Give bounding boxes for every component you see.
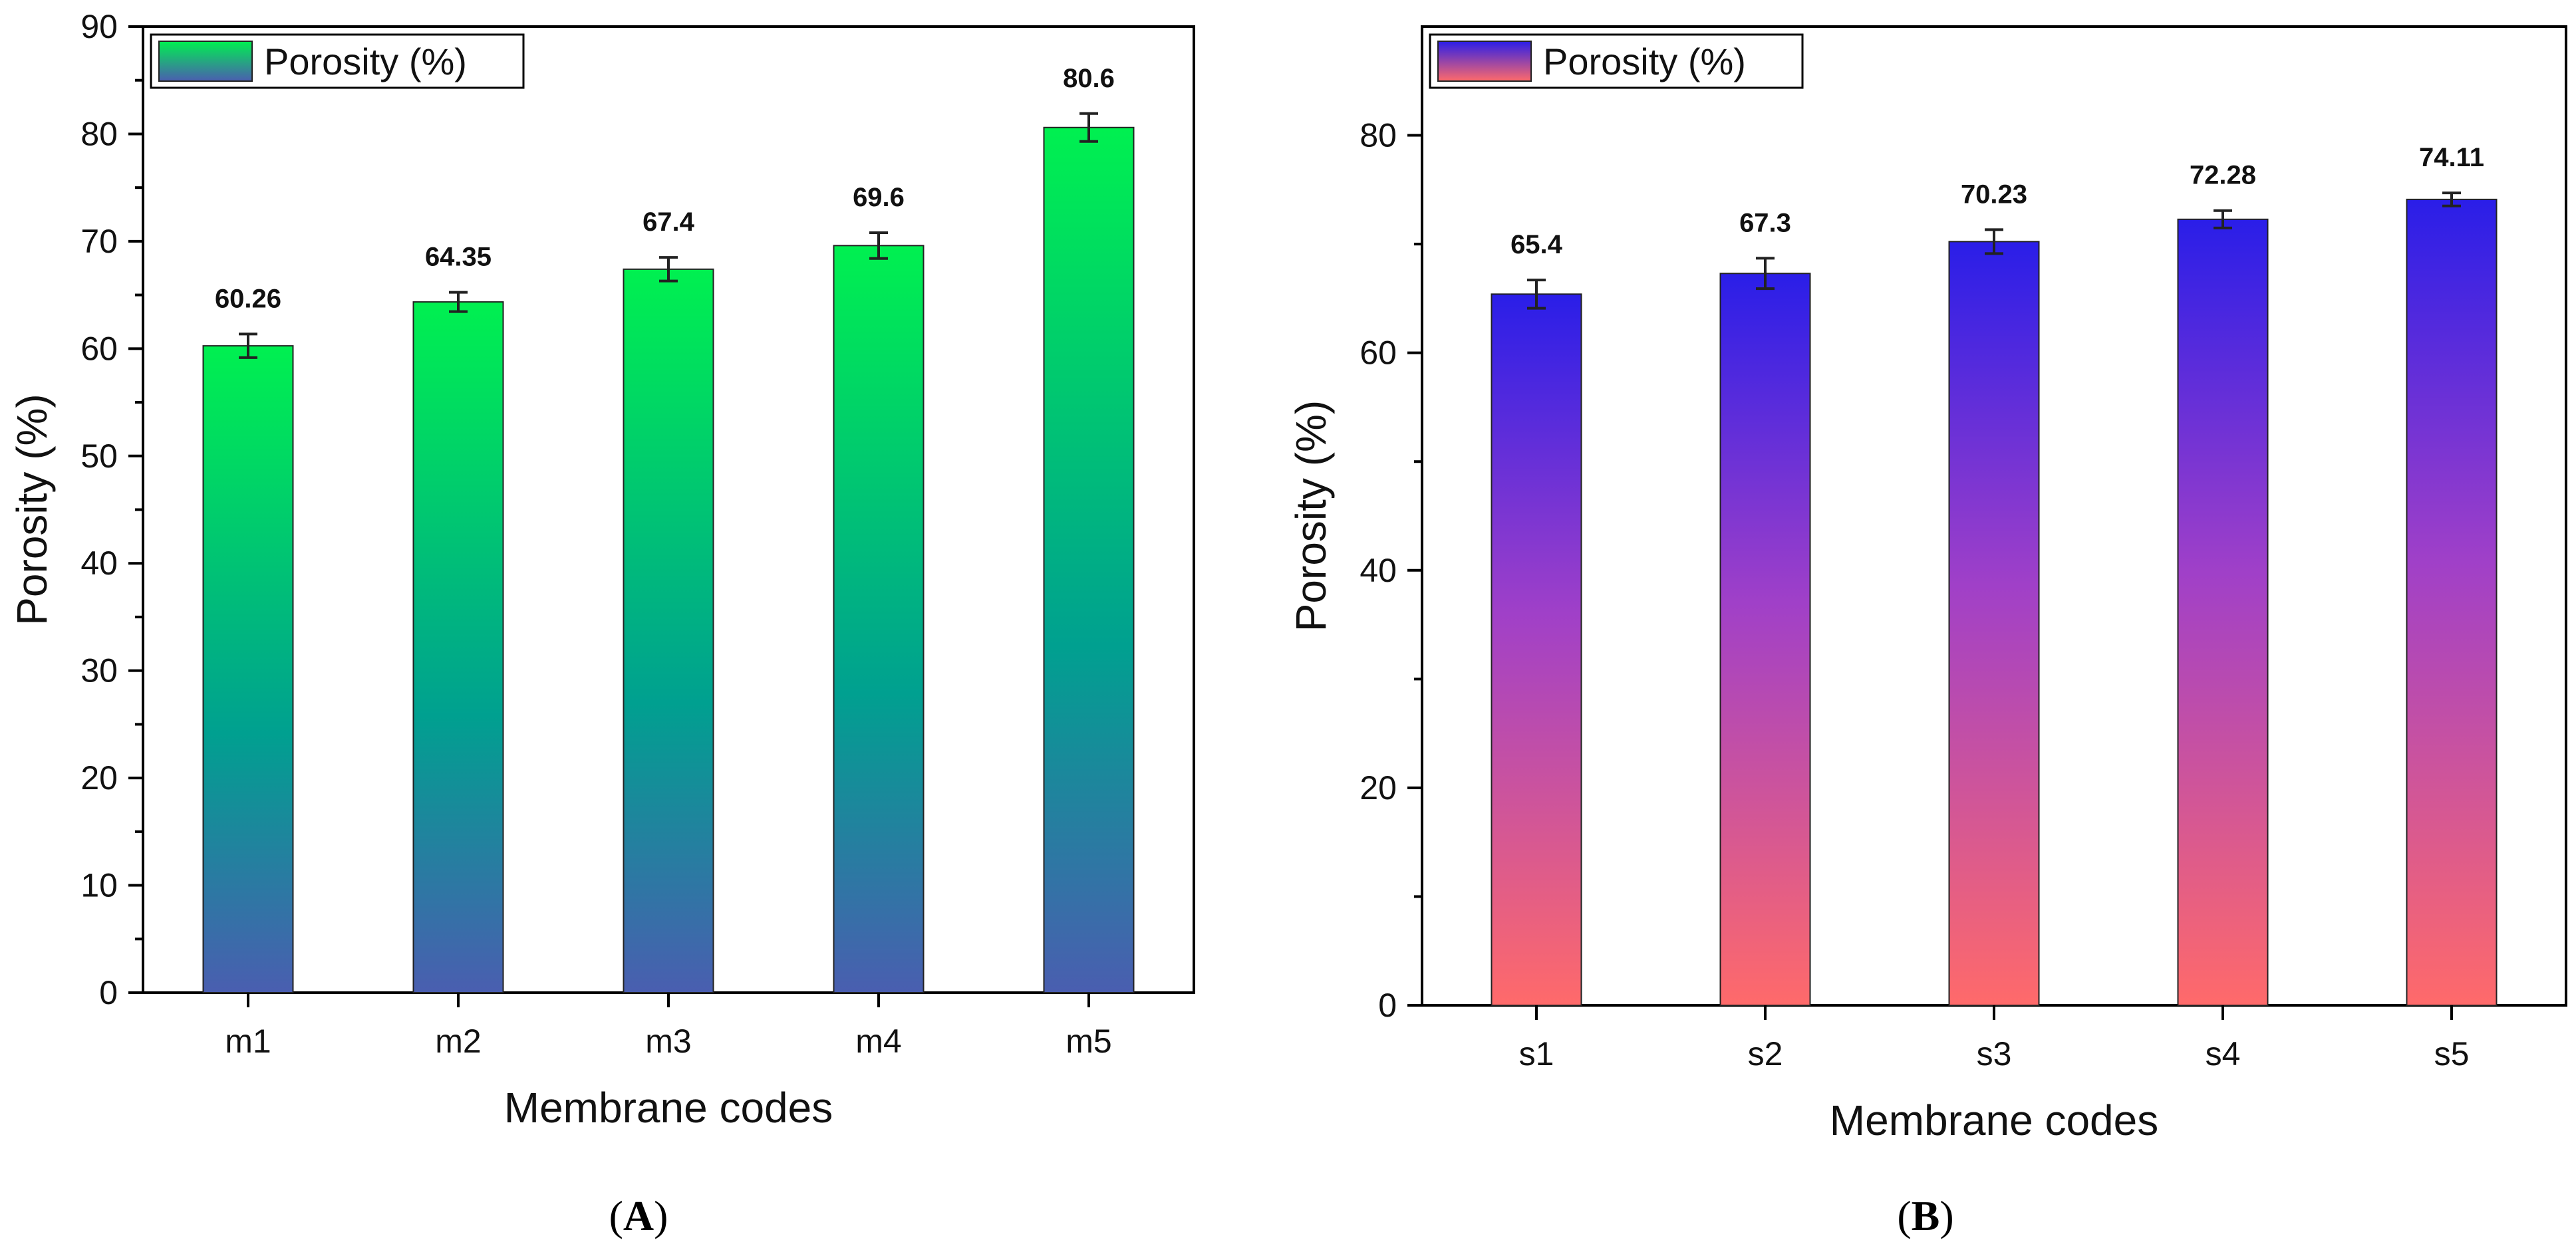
y-tick-label: 90 bbox=[80, 8, 118, 45]
y-tick-label: 80 bbox=[80, 115, 118, 152]
y-tick-label: 20 bbox=[1360, 769, 1397, 807]
y-tick-label: 70 bbox=[80, 223, 118, 260]
data-label-m1: 60.26 bbox=[215, 284, 281, 313]
y-tick-label: 60 bbox=[80, 330, 118, 367]
y-tick-label: 30 bbox=[80, 652, 118, 689]
data-label-s4: 72.28 bbox=[2190, 161, 2256, 190]
y-tick-label: 40 bbox=[80, 545, 118, 582]
x-tick-label-s3: s3 bbox=[1977, 1035, 2012, 1072]
chart-b: 0 20 40 60 80 65.4 s1 67.3 s2 70.23 s3 72.28 s4 74.11… bbox=[1287, 25, 2567, 1144]
legend-swatch bbox=[158, 41, 253, 82]
bar-s2 bbox=[1719, 273, 1811, 1006]
x-tick-label-m2: m2 bbox=[435, 1023, 481, 1060]
data-label-m3: 67.4 bbox=[643, 207, 695, 237]
legend-label: Porosity (%) bbox=[264, 41, 467, 82]
legend-label: Porosity (%) bbox=[1543, 41, 1746, 82]
bar-m1 bbox=[202, 345, 294, 993]
y-axis-title: Porosity (%) bbox=[1287, 400, 1335, 632]
data-label-s2: 67.3 bbox=[1739, 208, 1791, 237]
y-tick-label: 80 bbox=[1360, 117, 1397, 154]
chart-a: 0 10 20 30 40 50 60 70 80 90 60.26 m1 64.35 m2 67.4 m3 6… bbox=[8, 8, 1195, 1132]
panel-label-b: (B) bbox=[1897, 1192, 1953, 1239]
data-label-s1: 65.4 bbox=[1510, 230, 1563, 259]
panel-label-a: (A) bbox=[609, 1192, 668, 1239]
data-label-s3: 70.23 bbox=[1961, 180, 2027, 209]
y-tick-label: 50 bbox=[80, 437, 118, 475]
legend-swatch bbox=[1437, 41, 1532, 82]
x-tick-label-m1: m1 bbox=[225, 1023, 271, 1060]
data-label-m5: 80.6 bbox=[1063, 64, 1115, 93]
bar-m4 bbox=[833, 245, 925, 993]
data-label-s5: 74.11 bbox=[2419, 143, 2484, 172]
x-tick-label-s2: s2 bbox=[1748, 1035, 1783, 1072]
x-axis-title: Membrane codes bbox=[504, 1084, 833, 1132]
bar-s4 bbox=[2177, 218, 2269, 1006]
y-tick-label: 60 bbox=[1360, 334, 1397, 372]
bar-s1 bbox=[1491, 293, 1582, 1006]
bar-m3 bbox=[623, 268, 714, 993]
x-axis-title: Membrane codes bbox=[1830, 1096, 2158, 1144]
bar-s3 bbox=[1948, 241, 2040, 1006]
x-tick-label-s4: s4 bbox=[2206, 1035, 2241, 1072]
x-tick-label-s5: s5 bbox=[2434, 1035, 2470, 1072]
x-tick-label-m4: m4 bbox=[855, 1023, 901, 1060]
y-tick-label: 20 bbox=[80, 759, 118, 797]
y-axis-title: Porosity (%) bbox=[8, 394, 56, 626]
data-label-m4: 69.6 bbox=[853, 183, 905, 212]
y-tick-label: 0 bbox=[1378, 987, 1397, 1024]
bar-m5 bbox=[1043, 126, 1135, 993]
x-tick-label-m5: m5 bbox=[1066, 1023, 1111, 1060]
data-label-m2: 64.35 bbox=[425, 243, 492, 272]
x-tick-label-m3: m3 bbox=[645, 1023, 691, 1060]
y-tick-label: 40 bbox=[1360, 552, 1397, 589]
y-tick-label: 0 bbox=[99, 974, 118, 1011]
bar-m2 bbox=[412, 301, 504, 994]
x-tick-label-s1: s1 bbox=[1519, 1035, 1554, 1072]
bar-s5 bbox=[2406, 198, 2498, 1006]
y-tick-label: 10 bbox=[80, 867, 118, 904]
